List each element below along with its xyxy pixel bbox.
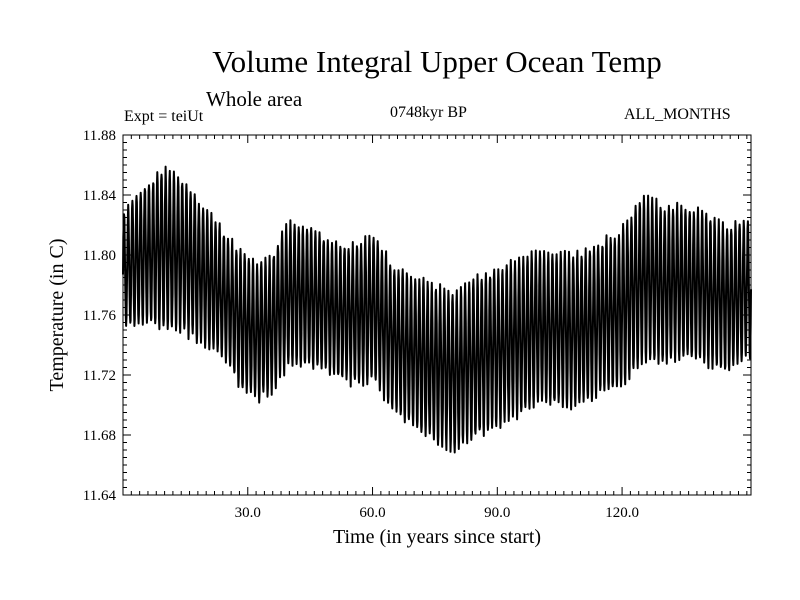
y-tick-label: 11.64 <box>83 488 117 504</box>
y-tick-label: 11.68 <box>83 428 116 444</box>
y-tick-label: 11.84 <box>83 188 117 204</box>
y-axis-label: Temperature (in C) <box>46 239 68 392</box>
x-axis-label: Time (in years since start) <box>333 526 541 548</box>
y-tick-label: 11.76 <box>83 308 117 324</box>
y-tick-label: 11.72 <box>83 368 116 384</box>
experiment-label: Expt = teiUt <box>124 108 204 125</box>
x-tick-label: 120.0 <box>605 505 639 521</box>
y-tick-label: 11.88 <box>83 128 116 144</box>
x-tick-label: 60.0 <box>359 505 385 521</box>
y-tick-label: 11.80 <box>83 248 116 264</box>
chart-title: Volume Integral Upper Ocean Temp <box>212 44 662 79</box>
months-label: ALL_MONTHS <box>624 106 731 123</box>
period-label: 0748kyr BP <box>390 104 467 121</box>
x-tick-label: 30.0 <box>235 505 261 521</box>
series-line-temperature <box>122 165 752 454</box>
chart-subtitle: Whole area <box>206 87 303 111</box>
x-tick-label: 90.0 <box>484 505 510 521</box>
